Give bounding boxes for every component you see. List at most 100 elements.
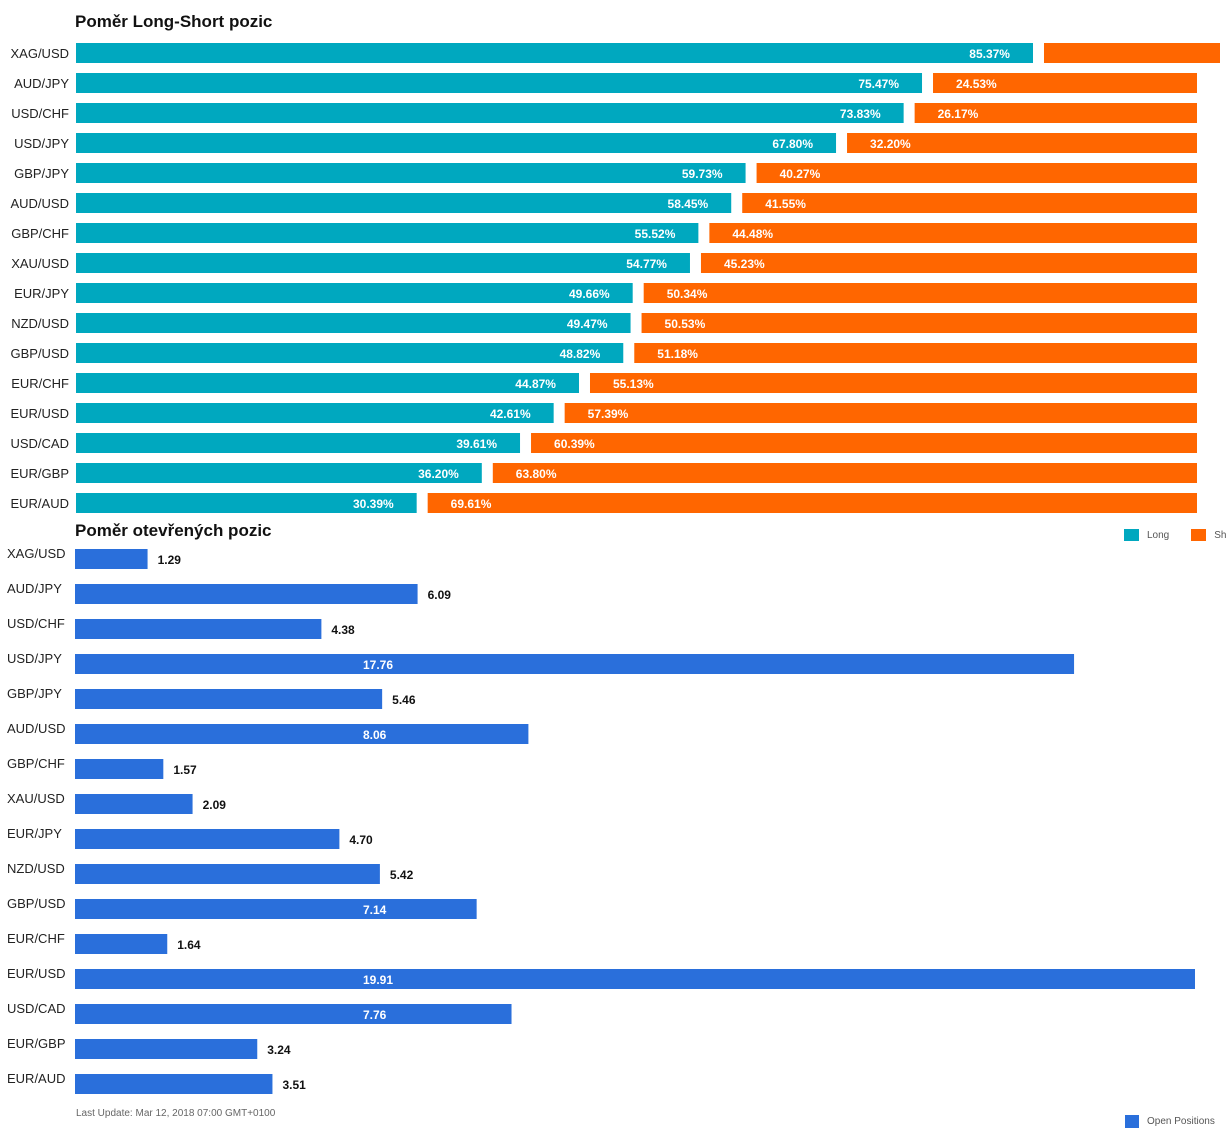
category-label-aud-jpy: AUD/JPY <box>14 76 69 91</box>
category-label-eur-gbp: EUR/GBP <box>10 466 69 481</box>
open-positions-value-label: 2.09 <box>203 798 227 812</box>
long-value-label: 85.37% <box>969 47 1010 61</box>
category-label-aud-usd: AUD/USD <box>7 721 66 736</box>
long-value-label: 75.47% <box>858 77 899 91</box>
open-positions-bar-eur-jpy <box>75 829 340 849</box>
open-positions-value-label: 5.42 <box>390 868 414 882</box>
short-bar-eur-usd <box>564 403 1197 423</box>
short-value-label: 51.18% <box>657 347 698 361</box>
long-bar-xag-usd <box>76 43 1033 63</box>
long-bar-eur-chf <box>76 373 579 393</box>
legend-open-positions-label: Open Positions <box>1147 1116 1215 1127</box>
category-label-nzd-usd: NZD/USD <box>7 861 65 876</box>
category-label-gbp-jpy: GBP/JPY <box>14 166 69 181</box>
open-positions-bar-gbp-chf <box>75 759 164 779</box>
category-label-eur-gbp: EUR/GBP <box>7 1036 66 1051</box>
short-bar-aud-jpy <box>933 73 1197 93</box>
short-bar-nzd-usd <box>641 313 1197 333</box>
long-value-label: 73.83% <box>840 107 881 121</box>
long-bar-gbp-jpy <box>76 163 746 183</box>
category-label-eur-aud: EUR/AUD <box>10 496 69 511</box>
open-positions-legend: Open Positions <box>1125 1115 1215 1128</box>
long-value-label: 49.66% <box>569 287 610 301</box>
category-label-usd-chf: USD/CHF <box>7 616 65 631</box>
short-value-label: 57.39% <box>588 407 629 421</box>
category-label-xau-usd: XAU/USD <box>7 791 65 806</box>
long-bar-xau-usd <box>76 253 690 273</box>
long-value-label: 55.52% <box>635 227 676 241</box>
long-value-label: 30.39% <box>353 497 394 511</box>
long-value-label: 42.61% <box>490 407 531 421</box>
category-label-eur-jpy: EUR/JPY <box>7 826 62 841</box>
legend-long-swatch <box>1124 529 1139 541</box>
long-value-label: 54.77% <box>626 257 667 271</box>
short-value-label: 32.20% <box>870 137 911 151</box>
short-value-label: 44.48% <box>732 227 773 241</box>
long-short-legend: Long Short <box>1124 529 1226 541</box>
category-label-eur-usd: EUR/USD <box>7 966 66 981</box>
category-label-usd-chf: USD/CHF <box>11 106 69 121</box>
long-value-label: 49.47% <box>567 317 608 331</box>
category-label-eur-jpy: EUR/JPY <box>14 286 69 301</box>
long-bar-gbp-chf <box>76 223 699 243</box>
long-short-chart-title: Poměr Long-Short pozic <box>75 12 273 31</box>
open-positions-chart-title: Poměr otevřených pozic <box>75 521 272 540</box>
category-label-usd-cad: USD/CAD <box>7 1001 66 1016</box>
category-label-eur-chf: EUR/CHF <box>11 376 69 391</box>
short-bar-xag-usd <box>1043 43 1220 63</box>
open-positions-value-label: 3.51 <box>282 1078 306 1092</box>
long-bar-eur-gbp <box>76 463 482 483</box>
open-positions-value-label: 6.09 <box>428 588 452 602</box>
long-bar-usd-cad <box>76 433 521 453</box>
category-label-gbp-usd: GBP/USD <box>7 896 66 911</box>
open-positions-value-label: 17.76 <box>363 658 393 672</box>
open-positions-bar-usd-cad <box>75 1004 512 1024</box>
short-value-label: 55.13% <box>613 377 654 391</box>
category-label-usd-cad: USD/CAD <box>10 436 69 451</box>
long-value-label: 39.61% <box>456 437 497 451</box>
short-bar-aud-usd <box>742 193 1197 213</box>
short-bar-eur-jpy <box>643 283 1197 303</box>
short-bar-gbp-usd <box>634 343 1197 363</box>
category-label-usd-jpy: USD/JPY <box>7 651 62 666</box>
category-label-usd-jpy: USD/JPY <box>14 136 69 151</box>
open-positions-value-label: 8.06 <box>363 728 387 742</box>
open-positions-bar-usd-chf <box>75 619 322 639</box>
category-label-gbp-chf: GBP/CHF <box>11 226 69 241</box>
long-bar-usd-chf <box>76 103 904 123</box>
short-value-label: 26.17% <box>938 107 979 121</box>
category-label-xau-usd: XAU/USD <box>11 256 69 271</box>
open-positions-value-label: 1.57 <box>173 763 197 777</box>
open-positions-value-label: 4.38 <box>331 623 355 637</box>
short-bar-usd-chf <box>914 103 1197 123</box>
short-value-label: 69.61% <box>451 497 492 511</box>
long-bar-aud-jpy <box>76 73 923 93</box>
last-update-text: Last Update: Mar 12, 2018 07:00 GMT+0100 <box>76 1108 276 1119</box>
open-positions-bar-xag-usd <box>75 549 148 569</box>
category-label-nzd-usd: NZD/USD <box>11 316 69 331</box>
short-value-label: 50.53% <box>665 317 706 331</box>
open-positions-bar-eur-aud <box>75 1074 273 1094</box>
category-label-gbp-chf: GBP/CHF <box>7 756 65 771</box>
short-value-label: 63.80% <box>516 467 557 481</box>
category-label-eur-usd: EUR/USD <box>10 406 69 421</box>
open-positions-value-label: 3.24 <box>267 1043 291 1057</box>
short-bar-usd-jpy <box>847 133 1197 153</box>
open-positions-value-label: 5.46 <box>392 693 416 707</box>
open-positions-bar-nzd-usd <box>75 864 380 884</box>
long-bar-aud-usd <box>76 193 732 213</box>
short-value-label: 24.53% <box>956 77 997 91</box>
category-label-xag-usd: XAG/USD <box>7 546 66 561</box>
long-bar-gbp-usd <box>76 343 624 363</box>
open-positions-bar-aud-jpy <box>75 584 418 604</box>
long-value-label: 67.80% <box>772 137 813 151</box>
short-bar-eur-gbp <box>492 463 1197 483</box>
open-positions-bar-gbp-jpy <box>75 689 383 709</box>
open-positions-bar-eur-usd <box>75 969 1195 989</box>
short-bar-usd-cad <box>531 433 1197 453</box>
category-label-aud-jpy: AUD/JPY <box>7 581 62 596</box>
long-value-label: 58.45% <box>668 197 709 211</box>
short-bar-eur-chf <box>589 373 1197 393</box>
open-positions-bar-usd-jpy <box>75 654 1075 674</box>
